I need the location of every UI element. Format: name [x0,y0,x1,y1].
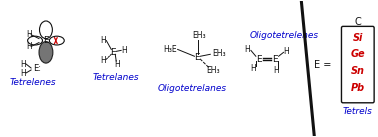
Text: H: H [121,46,127,55]
Text: Oligotetrelenes: Oligotetrelenes [250,31,319,40]
Text: Pb: Pb [351,83,365,93]
Text: H: H [274,66,279,75]
Text: Sn: Sn [351,66,365,76]
Text: E:: E: [33,65,41,73]
FancyBboxPatch shape [341,26,374,103]
Text: H: H [250,65,256,73]
Text: C: C [355,17,361,27]
Text: EH₃: EH₃ [206,66,220,75]
Text: H: H [20,60,26,69]
Text: Tetrels: Tetrels [343,107,373,116]
Text: E: E [272,55,277,64]
Text: H: H [101,36,106,45]
Text: H: H [115,60,120,69]
Text: H: H [20,69,26,78]
Text: Ge: Ge [350,49,365,59]
Text: EH₃: EH₃ [192,31,206,40]
Text: E =: E = [314,60,332,70]
Text: E: E [195,53,200,62]
Text: Tetrelenes: Tetrelenes [10,78,56,87]
Text: H: H [101,56,106,65]
Text: Tetrelanes: Tetrelanes [93,73,139,82]
Text: EH₃: EH₃ [212,49,226,58]
Text: H: H [26,42,32,51]
Text: E: E [110,48,116,57]
Text: E: E [256,55,262,64]
Text: H: H [284,47,290,56]
Text: H: H [244,45,250,54]
Text: H: H [26,30,32,39]
Text: H₃E: H₃E [163,45,177,54]
Text: Oligotetrelanes: Oligotetrelanes [158,84,227,93]
Ellipse shape [39,42,53,63]
Text: Si: Si [353,33,363,43]
Text: E: E [43,36,49,45]
